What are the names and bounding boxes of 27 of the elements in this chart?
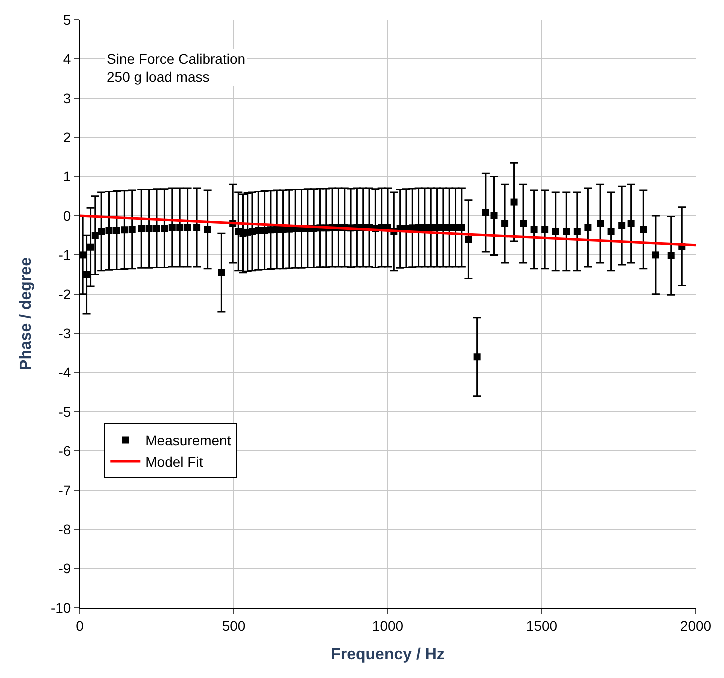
- y-tick-label: 5: [63, 12, 72, 28]
- x-tick-label: 1500: [526, 618, 558, 634]
- x-tick-label: 500: [222, 618, 246, 634]
- y-tick-label: -10: [50, 600, 72, 616]
- y-tick-label: 0: [63, 208, 72, 224]
- y-tick-label: -8: [58, 522, 72, 538]
- y-tick-label: -5: [58, 404, 72, 420]
- y-tick-label: 1: [63, 168, 72, 185]
- y-tick-label: -4: [58, 364, 72, 381]
- x-tick-label: 2000: [680, 618, 712, 634]
- y-tick-label: 3: [63, 90, 72, 106]
- legend-label: Measurement: [146, 432, 232, 449]
- x-tick-label: 0: [76, 618, 84, 634]
- y-tick-label: -9: [58, 560, 72, 577]
- y-axis-title: Phase / degree: [18, 257, 35, 370]
- y-tick-label: 4: [63, 51, 72, 68]
- y-tick-label: -7: [58, 482, 72, 498]
- x-tick-label: 1000: [372, 618, 404, 634]
- annotation: 250 g load mass: [107, 69, 210, 86]
- y-tick-label: -3: [58, 326, 72, 342]
- y-tick-label: -2: [58, 286, 72, 302]
- y-tick-label: -1: [58, 247, 72, 264]
- y-tick-label: -6: [58, 443, 72, 460]
- legend-label: Model Fit: [146, 454, 204, 470]
- y-tick-label: 2: [63, 130, 72, 146]
- annotation: Sine Force Calibration: [107, 51, 246, 67]
- x-axis-title: Frequency / Hz: [331, 646, 445, 664]
